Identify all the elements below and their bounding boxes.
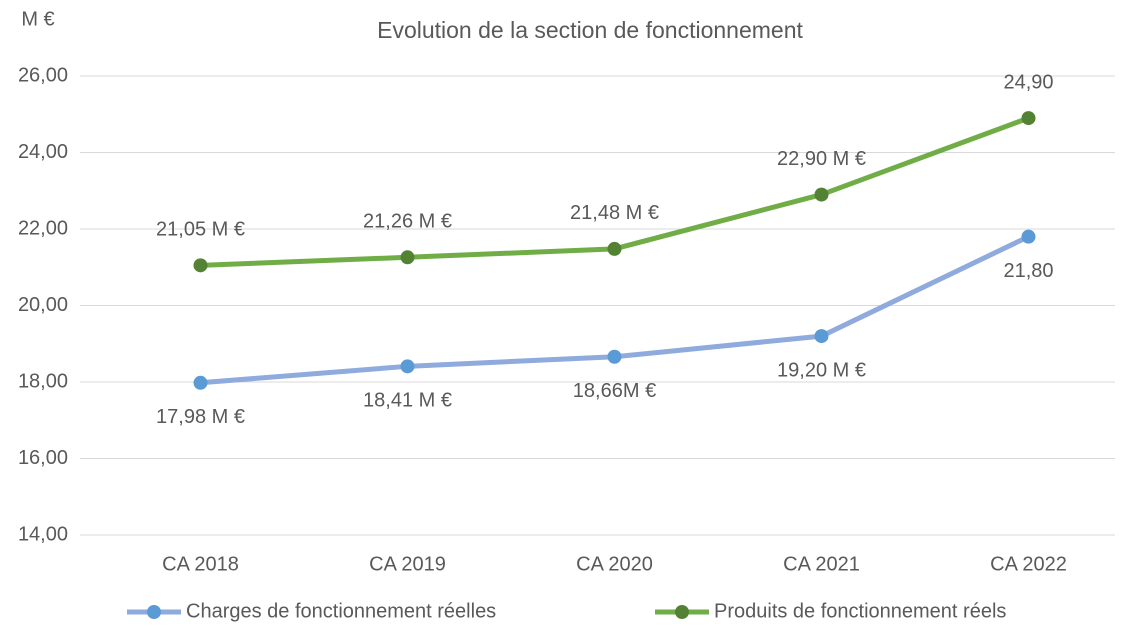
- y-tick-label: 26,00: [18, 64, 68, 86]
- data-label: 22,90 M €: [777, 148, 866, 170]
- data-point: [814, 187, 829, 202]
- y-tick-label: 18,00: [18, 370, 68, 392]
- y-tick-label: 20,00: [18, 294, 68, 316]
- data-label: 21,05 M €: [156, 219, 245, 241]
- data-point: [400, 359, 415, 374]
- legend-label: Charges de fonctionnement réelles: [186, 600, 496, 622]
- x-tick-label: CA 2022: [990, 553, 1067, 575]
- x-tick-label: CA 2021: [783, 553, 860, 575]
- data-label: 17,98 M €: [156, 406, 245, 428]
- x-tick-label: CA 2020: [576, 553, 653, 575]
- data-point: [814, 329, 829, 344]
- data-point: [193, 375, 208, 390]
- data-label: 24,90: [1003, 71, 1053, 93]
- data-label: 18,41 M €: [363, 390, 452, 412]
- data-label: 21,48 M €: [570, 202, 659, 224]
- legend-label: Produits de fonctionnement réels: [714, 600, 1006, 622]
- x-tick-label: CA 2018: [162, 553, 239, 575]
- data-label: 21,26 M €: [363, 211, 452, 233]
- data-label: 19,20 M €: [777, 359, 866, 381]
- data-point: [400, 250, 415, 265]
- chart-title: Evolution de la section de fonctionnemen…: [377, 17, 803, 43]
- data-point: [1021, 229, 1036, 244]
- legend-marker: [147, 605, 161, 619]
- data-label: 21,80: [1003, 260, 1053, 282]
- data-label: 18,66M €: [573, 380, 656, 402]
- y-tick-label: 24,00: [18, 141, 68, 163]
- data-point: [1021, 111, 1036, 126]
- y-tick-label: 16,00: [18, 447, 68, 469]
- data-point: [607, 241, 622, 256]
- x-tick-label: CA 2019: [369, 553, 446, 575]
- y-tick-label: 22,00: [18, 217, 68, 239]
- legend-marker: [675, 605, 689, 619]
- data-point: [193, 258, 208, 273]
- y-tick-label: 14,00: [18, 523, 68, 545]
- y-axis-label: M €: [21, 8, 54, 30]
- data-point: [607, 349, 622, 364]
